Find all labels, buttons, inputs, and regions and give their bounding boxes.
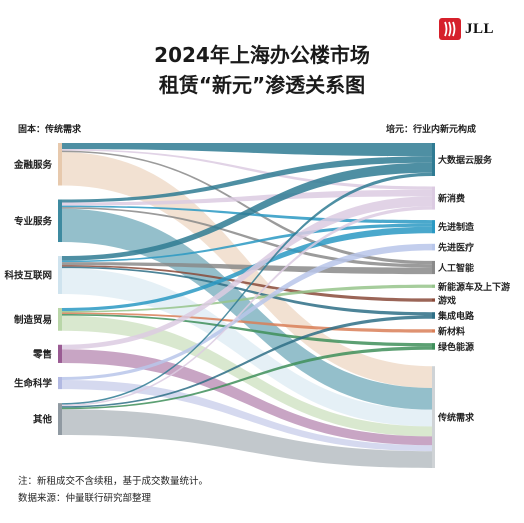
flow-专业服务-大数据云服务 bbox=[62, 156, 432, 203]
flow-金融服务-新消费 bbox=[62, 149, 432, 190]
logo-text: JLL bbox=[465, 20, 495, 37]
target-node-先进制造 bbox=[432, 220, 435, 234]
target-label: 新能源车及上下游 bbox=[438, 281, 510, 293]
target-label: 新消费 bbox=[438, 193, 465, 205]
flow-制造贸易-新能源车及上下游 bbox=[62, 284, 432, 313]
flow-专业服务-人工智能 bbox=[62, 207, 432, 268]
jll-logo: JLL bbox=[439, 18, 494, 40]
target-label: 先进医疗 bbox=[438, 242, 474, 254]
target-label: 集成电路 bbox=[437, 310, 475, 322]
target-label: 传统需求 bbox=[437, 412, 475, 424]
flow-其他-大数据云服务 bbox=[62, 172, 432, 405]
flow-零售-新消费 bbox=[62, 196, 432, 350]
target-node-新材料 bbox=[432, 329, 435, 333]
flow-科技互联网-先进制造 bbox=[62, 223, 432, 263]
source-node-科技互联网 bbox=[58, 256, 62, 294]
flow-科技互联网-游戏 bbox=[62, 265, 432, 302]
flow-其他-绿色能源 bbox=[62, 346, 432, 410]
target-node-人工智能 bbox=[432, 260, 435, 275]
target-node-先进医疗 bbox=[432, 243, 435, 251]
target-node-大数据云服务 bbox=[432, 143, 435, 176]
flow-科技互联网-传统需求 bbox=[62, 268, 432, 427]
target-label: 绿色能源 bbox=[438, 341, 474, 353]
flow-专业服务-传统需求 bbox=[62, 208, 432, 410]
flow-制造贸易-先进制造 bbox=[62, 226, 432, 312]
flow-其他-集成电路 bbox=[62, 315, 432, 408]
target-node-绿色能源 bbox=[432, 343, 435, 350]
target-label: 游戏 bbox=[438, 295, 456, 307]
footnote: 注：新租成交不含续租，基于成交数量统计。 bbox=[18, 476, 209, 487]
chart-title-line2: 租赁“新元”渗透关系图 bbox=[158, 73, 366, 97]
target-node-新能源车及上下游 bbox=[432, 284, 435, 288]
flow-科技互联网-大数据云服务 bbox=[62, 162, 432, 261]
target-label: 大数据云服务 bbox=[438, 154, 493, 166]
source-node-专业服务 bbox=[58, 199, 62, 243]
chart-title-line1: 2024年上海办公楼市场 bbox=[154, 43, 370, 67]
target-node-游戏 bbox=[432, 298, 435, 302]
flow-其他-新消费 bbox=[62, 206, 432, 407]
flow-生命科学-传统需求 bbox=[62, 380, 432, 452]
source-note: 数据来源：仲量联行研究部整理 bbox=[18, 493, 152, 504]
flow-零售-传统需求 bbox=[62, 349, 432, 446]
flow-生命科学-先进医疗 bbox=[62, 243, 432, 381]
source-label: 金融服务 bbox=[13, 159, 53, 171]
source-node-金融服务 bbox=[58, 143, 62, 186]
flow-制造贸易-传统需求 bbox=[62, 315, 432, 437]
source-label: 制造贸易 bbox=[14, 314, 52, 326]
flow-科技互联网-集成电路 bbox=[62, 266, 432, 316]
right-column-header: 培元：行业内新元构成 bbox=[386, 125, 477, 135]
target-label: 新材料 bbox=[438, 325, 465, 337]
flow-金融服务-人工智能 bbox=[62, 150, 432, 265]
flow-其他-传统需求 bbox=[62, 409, 432, 468]
flow-专业服务-新消费 bbox=[62, 189, 432, 206]
left-column-header: 固本：传统需求 bbox=[18, 125, 82, 135]
target-label: 先进制造 bbox=[438, 221, 475, 233]
target-label: 人工智能 bbox=[437, 262, 474, 274]
target-node-集成电路 bbox=[432, 312, 435, 319]
jll-logo-icon bbox=[439, 18, 461, 40]
flow-制造贸易-绿色能源 bbox=[62, 314, 432, 347]
source-label: 其他 bbox=[33, 414, 53, 426]
source-label: 科技互联网 bbox=[4, 270, 52, 282]
source-node-生命科学 bbox=[58, 376, 62, 390]
source-label: 生命科学 bbox=[14, 378, 53, 390]
source-node-制造贸易 bbox=[58, 307, 62, 331]
source-node-零售 bbox=[58, 344, 62, 363]
target-node-传统需求 bbox=[432, 366, 435, 468]
source-label: 零售 bbox=[32, 348, 52, 360]
source-node-其他 bbox=[58, 403, 62, 435]
target-node-新消费 bbox=[432, 186, 435, 210]
flow-金融服务-大数据云服务 bbox=[62, 143, 432, 157]
source-label: 专业服务 bbox=[14, 215, 53, 227]
